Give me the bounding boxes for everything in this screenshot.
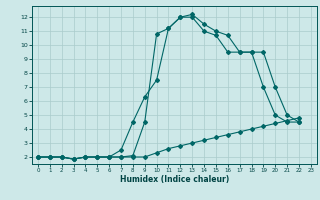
X-axis label: Humidex (Indice chaleur): Humidex (Indice chaleur) bbox=[120, 175, 229, 184]
